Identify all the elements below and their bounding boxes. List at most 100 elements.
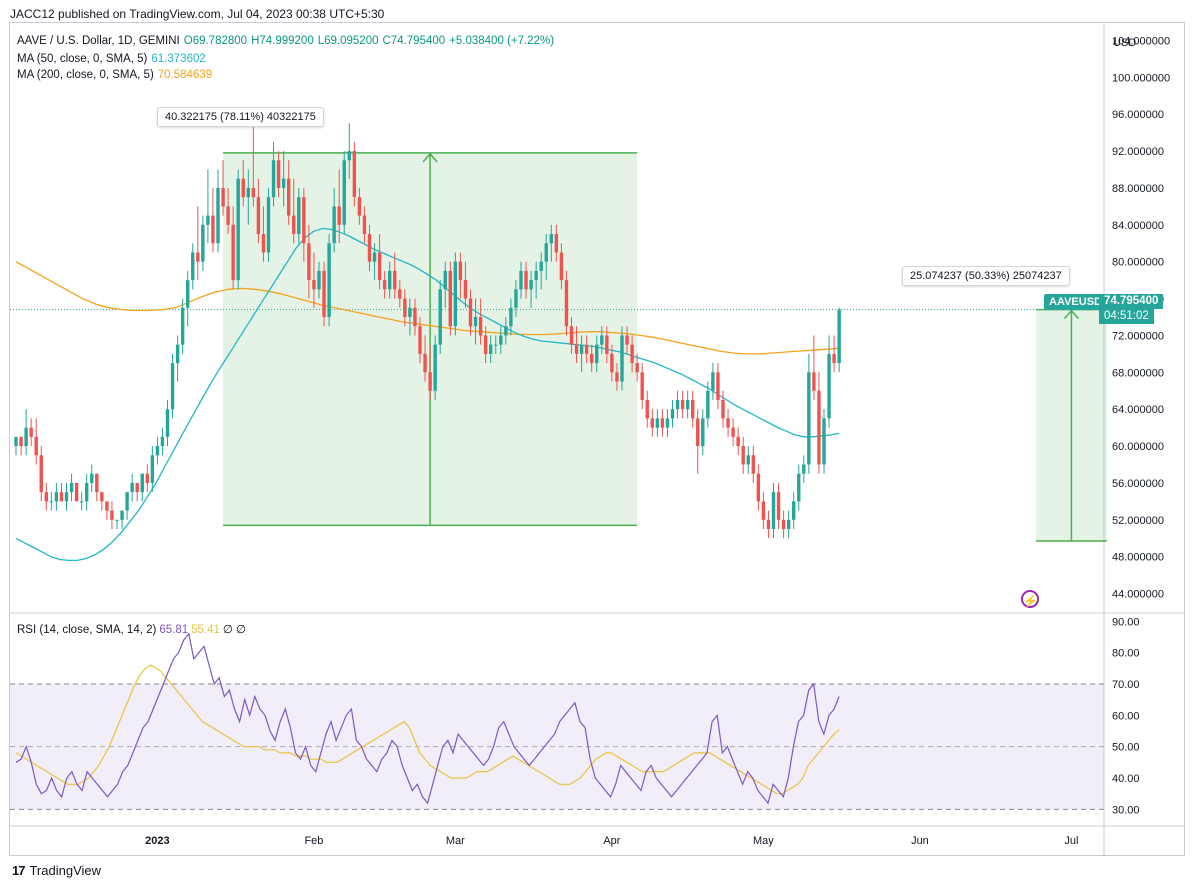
candle-body xyxy=(165,409,170,437)
candle-body xyxy=(216,187,220,244)
measure-label-2: 25.074237 (50.33%) 25074237 xyxy=(902,266,1070,286)
candle xyxy=(271,141,276,207)
candle xyxy=(337,169,341,244)
candle xyxy=(34,418,38,465)
candle-body xyxy=(44,492,48,502)
price-tick-label: 88.000000 xyxy=(1112,183,1164,195)
footer-brand[interactable]: 17 TradingView xyxy=(12,863,101,878)
candle-body xyxy=(559,252,564,281)
candle xyxy=(100,492,104,511)
candle-body xyxy=(509,307,513,327)
candle-body xyxy=(120,510,124,520)
measure-label-1: 40.322175 (78.11%) 40322175 xyxy=(157,107,324,127)
candle-body xyxy=(49,501,54,503)
candle-body xyxy=(483,335,488,354)
candle xyxy=(771,482,776,539)
candle xyxy=(483,326,488,364)
low-value: L69.095200 xyxy=(317,35,379,47)
candle xyxy=(559,243,564,290)
candle-body xyxy=(443,270,447,290)
candle xyxy=(403,289,407,327)
candle-body xyxy=(761,501,766,520)
candle-body xyxy=(489,344,493,354)
candle xyxy=(79,492,84,511)
candle xyxy=(574,326,579,364)
candle-body xyxy=(322,270,326,317)
candle-body xyxy=(741,446,745,465)
candle xyxy=(645,390,649,428)
ma200-line xyxy=(15,261,840,355)
candle-body xyxy=(388,270,392,290)
candle-body xyxy=(529,280,533,290)
candle xyxy=(781,510,786,539)
candle-body xyxy=(595,344,599,364)
candle-body xyxy=(74,482,79,502)
candle xyxy=(675,390,680,419)
change-value: +5.038400 (+7.22%) xyxy=(449,35,555,47)
candle-body xyxy=(620,335,624,382)
candle xyxy=(832,335,836,373)
candle xyxy=(802,455,806,483)
rsi-tick-label: 50.00 xyxy=(1112,742,1140,754)
ohlc-legend[interactable]: AAVE / U.S. Dollar, 1D, GEMINI O69.782800… xyxy=(17,35,558,47)
candle-body xyxy=(802,464,806,474)
candle xyxy=(458,252,463,299)
candle-body xyxy=(615,372,619,382)
candle-body xyxy=(115,519,119,521)
rsi-legend[interactable]: RSI (14, close, SMA, 14, 2) 65.81 55.41 ∅ ∅ xyxy=(17,622,249,636)
lightning-icon[interactable]: ⚡ xyxy=(1021,590,1039,608)
candles xyxy=(14,114,841,539)
candle xyxy=(827,335,831,428)
candle-body xyxy=(645,399,649,419)
candle-body xyxy=(64,492,69,502)
candle xyxy=(504,317,508,345)
candle-body xyxy=(448,270,452,327)
candle-body xyxy=(524,270,528,290)
candle xyxy=(90,464,94,493)
candle xyxy=(95,473,99,502)
candle xyxy=(741,436,745,474)
candle-body xyxy=(221,187,225,207)
currency-label[interactable]: USD xyxy=(1113,37,1137,49)
candle-body xyxy=(625,335,629,345)
candle-body xyxy=(726,418,730,428)
candle xyxy=(302,187,306,262)
candle xyxy=(362,206,367,244)
candle xyxy=(746,446,750,474)
candle-body xyxy=(837,309,841,364)
candle xyxy=(155,436,160,465)
candle xyxy=(388,261,392,299)
candle xyxy=(711,363,715,400)
open-value: O69.782800 xyxy=(183,35,248,47)
candle-body xyxy=(135,482,139,493)
candle-body xyxy=(317,270,321,290)
candle-body xyxy=(54,492,59,502)
candle xyxy=(610,344,614,382)
candle xyxy=(145,464,149,493)
candle xyxy=(372,243,377,281)
candle-body xyxy=(776,492,781,520)
candle-body xyxy=(408,307,412,317)
rsi-ma-line xyxy=(15,664,840,795)
candle xyxy=(352,141,357,207)
tradingview-logo-icon: 17 xyxy=(12,863,26,878)
candle-body xyxy=(332,206,336,244)
candle-body xyxy=(352,151,357,198)
candle xyxy=(191,243,195,290)
candle-body xyxy=(24,427,28,447)
ma200-legend[interactable]: MA (200, close, 0, SMA, 5) 70.584639 xyxy=(17,69,216,81)
candle xyxy=(105,501,109,520)
candle-body xyxy=(786,519,791,530)
price-tick-label: 84.000000 xyxy=(1112,220,1164,232)
ma50-legend[interactable]: MA (50, close, 0, SMA, 5) 61.373602 xyxy=(17,53,210,65)
candle xyxy=(721,390,725,428)
candle xyxy=(448,261,452,336)
ma50-value: 61.373602 xyxy=(151,53,206,65)
candle xyxy=(579,335,584,373)
candle-body xyxy=(393,270,397,290)
time-tick-label: 2023 xyxy=(145,835,169,847)
candle-body xyxy=(14,436,18,447)
candle-body xyxy=(832,353,836,364)
candle xyxy=(165,399,170,447)
